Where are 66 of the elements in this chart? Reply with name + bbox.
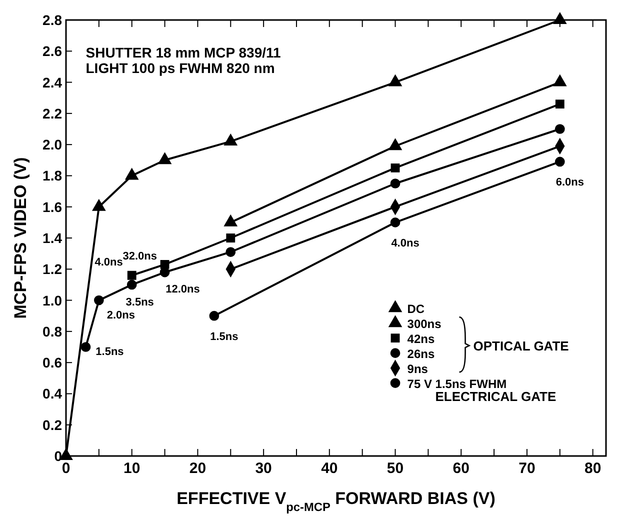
point — [158, 152, 172, 164]
annotation: 6.0ns — [556, 176, 584, 189]
x-axis-title: EFFECTIVE V$_{pc-MCP}$ FORWARD BIAS (V) — [176, 489, 496, 514]
annotation: 4.0ns — [94, 256, 123, 268]
annotation: 1.5ns — [210, 330, 238, 343]
point — [554, 75, 566, 86]
x-tick-label: 50 — [386, 460, 404, 477]
point — [94, 295, 104, 306]
annotation: 12.0ns — [166, 283, 200, 296]
point — [554, 12, 566, 24]
annotation: 32.0ns — [122, 250, 157, 262]
point — [127, 270, 136, 280]
y-tick-label: 0.4 — [42, 386, 62, 402]
y-tick-label: 2.0 — [42, 136, 62, 153]
annotation: OPTICAL GATE — [473, 338, 570, 354]
point — [126, 280, 137, 290]
y-axis-title: MCP-FPS VIDEO (V) — [11, 157, 30, 319]
annotation: LIGHT 100 ps FWHM 820 nm — [86, 60, 275, 76]
point — [224, 134, 238, 146]
annotation: 2.0ns — [106, 309, 135, 322]
point — [554, 156, 565, 167]
point — [160, 267, 170, 278]
point — [209, 310, 220, 321]
x-tick-label: 70 — [518, 460, 536, 477]
legend-label: 75 V 1.5ns FWHM — [407, 377, 507, 392]
point — [224, 215, 238, 226]
y-tick-label: 1.8 — [42, 168, 62, 184]
point — [226, 234, 236, 242]
point — [554, 124, 565, 134]
x-tick-label: 10 — [124, 460, 140, 477]
y-tick-label: 2.8 — [42, 12, 62, 28]
legend-label: 26ns — [407, 347, 435, 362]
x-tick-label: 60 — [452, 460, 470, 477]
y-tick-label: 0.6 — [42, 354, 62, 371]
point — [80, 342, 91, 352]
y-tick-label: 1.6 — [42, 198, 62, 215]
y-tick-label: 1.0 — [42, 292, 62, 308]
annotation: 1.5ns — [96, 346, 124, 358]
x-tick-label: 80 — [584, 460, 602, 477]
point — [555, 100, 564, 109]
annotation: 4.0ns — [391, 237, 420, 250]
legend-label: 9ns — [407, 362, 428, 376]
point — [125, 168, 138, 180]
point — [92, 200, 106, 211]
x-tick-label: 30 — [255, 460, 272, 477]
legend-label: 300ns — [407, 317, 442, 332]
point — [390, 178, 400, 188]
y-tick-label: 0.2 — [42, 416, 62, 433]
annotation: SHUTTER 18 mm MCP 839/11 — [86, 44, 282, 60]
x-tick-label: 40 — [321, 460, 338, 477]
y-tick-label: 0.8 — [42, 323, 62, 340]
y-tick-label: 2.2 — [42, 105, 62, 122]
y-tick-label: 1.2 — [42, 261, 62, 278]
point — [390, 163, 400, 172]
point — [226, 247, 236, 257]
legend-label: 42ns — [407, 332, 435, 346]
legend-label: DC — [407, 302, 425, 316]
y-tick-label: 2.4 — [42, 74, 62, 90]
point — [388, 138, 402, 150]
y-tick-label: 1.4 — [42, 230, 62, 246]
point — [390, 218, 400, 228]
y-tick-label: 2.6 — [42, 43, 62, 60]
point — [388, 75, 402, 86]
annotation: ELECTRICAL GATE — [435, 389, 556, 404]
x-tick-label: 20 — [189, 460, 206, 477]
annotation: 3.5ns — [126, 296, 154, 309]
